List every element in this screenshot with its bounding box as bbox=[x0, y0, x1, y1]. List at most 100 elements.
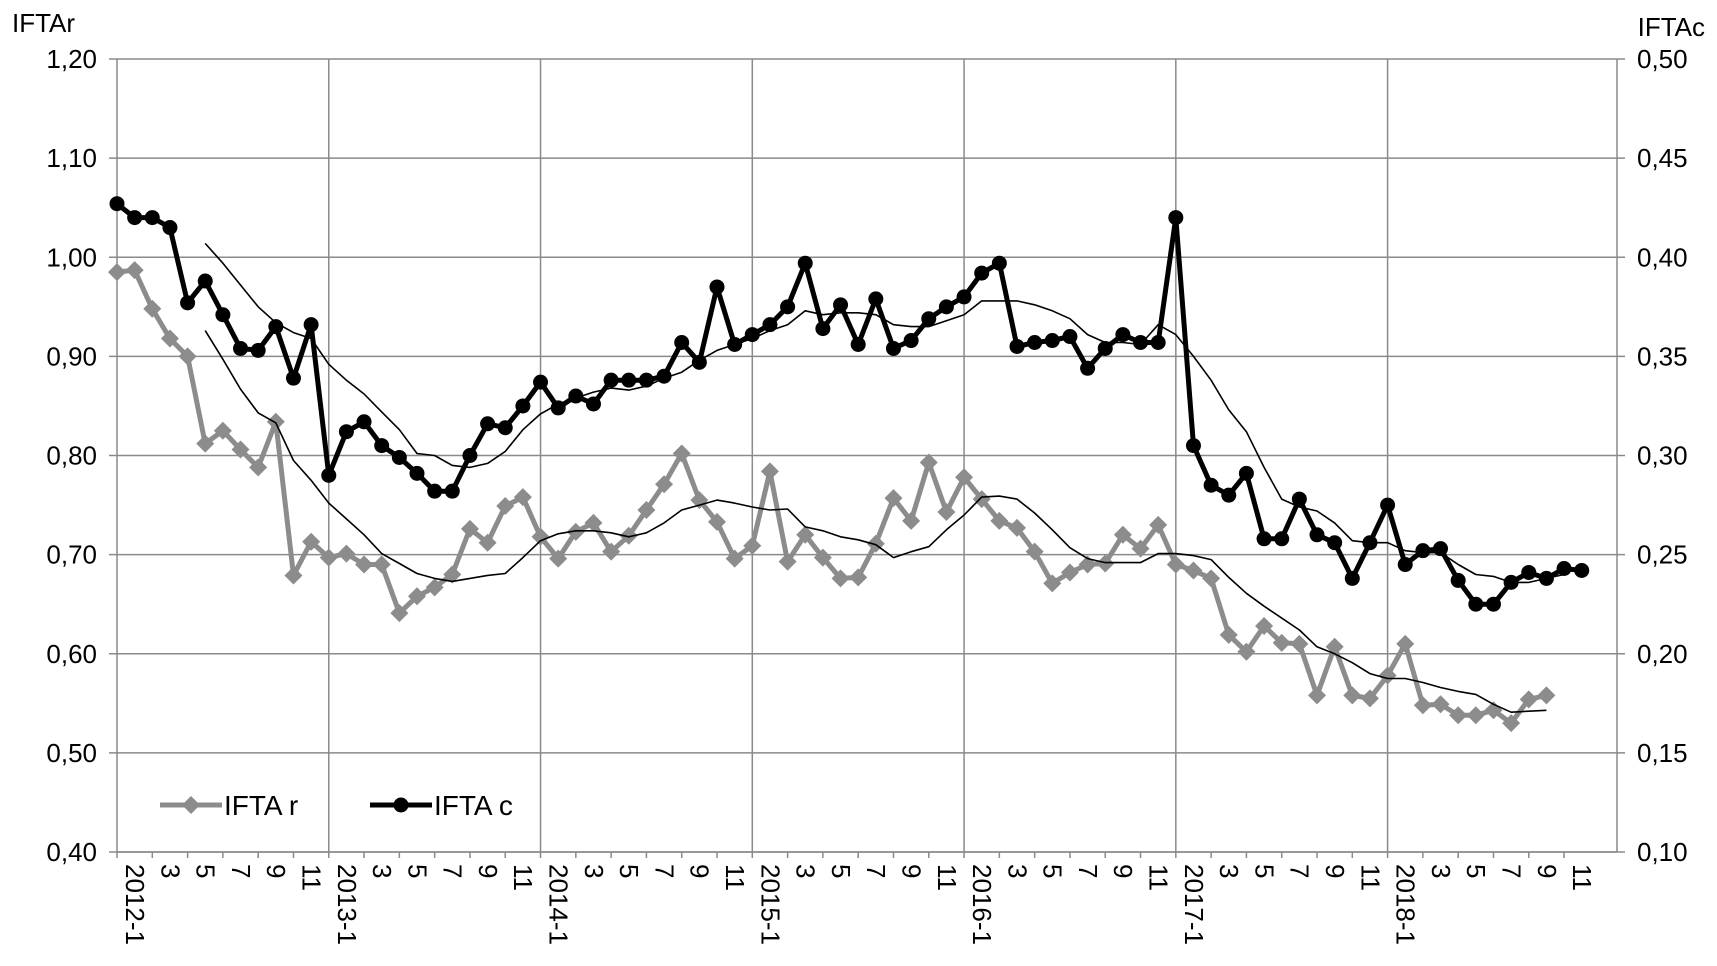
data-point-diamond bbox=[1378, 666, 1397, 685]
data-point-circle bbox=[127, 210, 143, 226]
data-point-diamond bbox=[955, 468, 974, 487]
data-point-diamond bbox=[1537, 686, 1556, 705]
data-point-diamond bbox=[496, 497, 515, 516]
x-tick-label: 7 bbox=[226, 864, 256, 878]
data-point-circle bbox=[974, 265, 990, 281]
data-point-diamond bbox=[1449, 706, 1468, 725]
legend-label: IFTA c bbox=[434, 790, 513, 821]
data-point-diamond bbox=[1043, 574, 1062, 593]
data-point-diamond bbox=[1255, 616, 1274, 635]
data-point-circle bbox=[1080, 360, 1096, 376]
data-point-diamond bbox=[372, 555, 391, 574]
data-point-diamond bbox=[1149, 515, 1168, 534]
data-point-circle bbox=[356, 414, 372, 430]
trend-line bbox=[204, 242, 1565, 584]
x-tick-label: 11 bbox=[508, 864, 538, 891]
data-point-circle bbox=[1168, 210, 1184, 226]
x-tick-label: 7 bbox=[438, 864, 468, 878]
data-point-diamond bbox=[302, 532, 321, 551]
data-point-diamond bbox=[266, 412, 285, 431]
data-point-diamond bbox=[337, 544, 356, 563]
y-right-tick-label: 0,10 bbox=[1637, 837, 1688, 867]
data-point-circle bbox=[1380, 497, 1396, 513]
y-left-tick-label: 0,50 bbox=[46, 738, 97, 768]
data-point-diamond bbox=[478, 533, 497, 552]
data-point-diamond bbox=[1096, 554, 1115, 573]
data-point-diamond bbox=[655, 475, 674, 494]
data-point-circle bbox=[1468, 596, 1484, 612]
data-point-diamond bbox=[1272, 633, 1291, 652]
data-point-diamond bbox=[1184, 561, 1203, 580]
y-right-tick-label: 0,50 bbox=[1637, 44, 1688, 74]
data-point-circle bbox=[585, 396, 601, 412]
data-point-diamond bbox=[760, 462, 779, 481]
data-point-diamond bbox=[425, 578, 444, 597]
data-point-circle bbox=[321, 467, 337, 483]
data-point-diamond bbox=[566, 522, 585, 541]
data-point-circle bbox=[162, 220, 178, 236]
data-point-diamond bbox=[108, 263, 126, 282]
data-point-diamond bbox=[408, 587, 426, 606]
x-tick-label: 11 bbox=[1144, 864, 1174, 891]
data-point-circle bbox=[780, 299, 796, 315]
data-point-circle bbox=[1327, 535, 1343, 551]
x-tick-label: 3 bbox=[367, 864, 397, 878]
data-point-circle bbox=[109, 196, 125, 212]
x-tick-label: 11 bbox=[1355, 864, 1385, 891]
data-point-diamond bbox=[460, 519, 479, 538]
data-point-circle bbox=[850, 336, 866, 352]
data-point-circle bbox=[1256, 531, 1272, 547]
data-point-diamond bbox=[1008, 518, 1026, 537]
data-point-circle bbox=[550, 400, 566, 416]
x-tick-label: 7 bbox=[861, 864, 891, 878]
data-point-circle bbox=[515, 398, 531, 414]
data-point-circle bbox=[1097, 340, 1113, 356]
data-point-circle bbox=[444, 483, 460, 499]
x-tick-label: 9 bbox=[261, 864, 291, 878]
data-point-circle bbox=[1274, 531, 1290, 547]
x-tick-label: 3 bbox=[1426, 864, 1456, 878]
data-point-diamond bbox=[549, 549, 568, 568]
y-left-tick-label: 1,00 bbox=[46, 242, 97, 272]
data-point-circle bbox=[338, 424, 354, 440]
data-point-circle bbox=[1556, 561, 1572, 577]
data-point-circle bbox=[1309, 527, 1325, 543]
data-point-diamond bbox=[990, 511, 1009, 530]
data-point-diamond bbox=[1431, 695, 1450, 714]
x-tick-label: 7 bbox=[1496, 864, 1526, 878]
data-point-diamond bbox=[284, 566, 303, 585]
data-point-diamond bbox=[231, 440, 250, 459]
data-point-circle bbox=[462, 448, 478, 463]
data-point-circle bbox=[938, 299, 954, 315]
data-point-diamond bbox=[1166, 555, 1185, 574]
y-left-tick-label: 1,20 bbox=[46, 44, 97, 74]
series-line-ifta-c bbox=[115, 201, 1582, 607]
data-point-diamond bbox=[1343, 686, 1362, 705]
data-point-circle bbox=[1062, 329, 1078, 345]
data-point-diamond bbox=[160, 329, 179, 348]
x-tick-label: 3 bbox=[1002, 864, 1032, 878]
data-point-circle bbox=[1415, 543, 1431, 559]
data-point-circle bbox=[250, 342, 266, 358]
data-point-circle bbox=[480, 416, 496, 432]
y-left-tick-label: 1,10 bbox=[46, 143, 97, 173]
data-point-diamond bbox=[513, 488, 532, 507]
data-point-circle bbox=[744, 327, 760, 343]
series-line-ifta-r bbox=[116, 267, 1547, 726]
data-point-diamond bbox=[619, 526, 638, 545]
x-tick-label: 2016-1 bbox=[967, 864, 997, 945]
data-point-circle bbox=[956, 289, 972, 305]
data-point-diamond bbox=[531, 527, 550, 546]
data-point-diamond bbox=[584, 513, 603, 532]
data-point-circle bbox=[285, 370, 301, 386]
y-right-tick-label: 0,15 bbox=[1637, 738, 1688, 768]
x-tick-label: 7 bbox=[1285, 864, 1315, 878]
data-point-diamond bbox=[672, 444, 691, 463]
data-point-circle bbox=[180, 295, 196, 311]
data-point-diamond bbox=[743, 536, 762, 555]
data-point-circle bbox=[674, 334, 690, 350]
data-point-diamond bbox=[355, 555, 374, 574]
data-point-circle bbox=[1344, 570, 1360, 586]
data-point-circle bbox=[533, 374, 549, 390]
